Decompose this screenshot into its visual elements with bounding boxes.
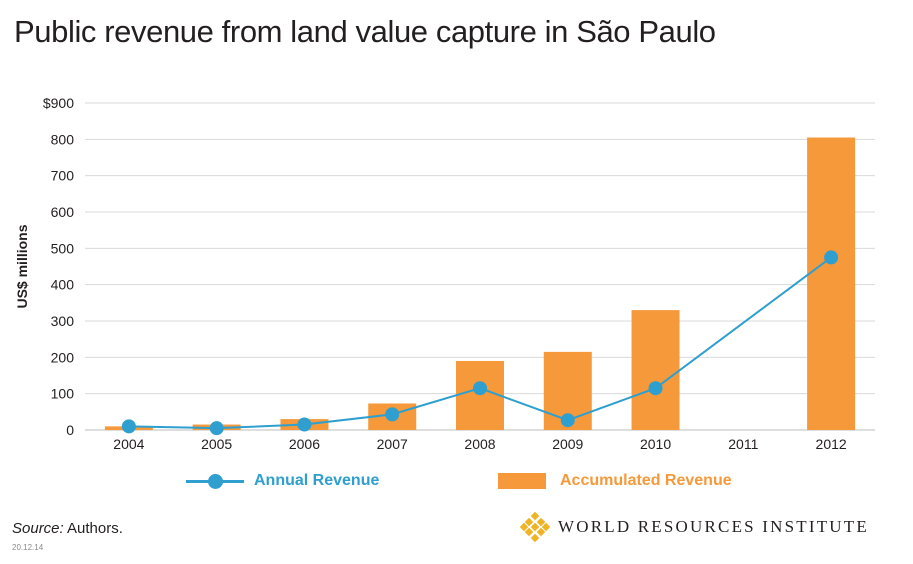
chart-title: Public revenue from land value capture i… [14,14,716,49]
x-tick-label: 2004 [113,436,144,452]
y-tick-label: 300 [51,313,75,329]
x-tick-label: 2005 [201,436,232,452]
legend-annual-label: Annual Revenue [254,472,380,489]
point-annual-2006 [297,417,312,432]
y-tick-label: $900 [43,95,74,111]
x-tick-label: 2008 [464,436,495,452]
source-note: Source: Authors. [12,520,123,537]
legend-annual: Annual Revenue [186,472,379,490]
point-annual-2009 [560,413,575,428]
y-axis-label: US$ millions [14,224,30,308]
date-stamp: 20.12.14 [12,543,44,552]
line-annual-revenue [128,256,832,430]
source-text: Authors. [63,520,123,537]
legend-accumulated: Accumulated Revenue [498,472,732,490]
y-tick-label: 100 [51,386,75,402]
x-tick-label: 2009 [552,436,583,452]
legend-dot-swatch [208,473,223,489]
bar-accumulated-2012 [807,137,856,430]
point-annual-2005 [209,421,224,436]
y-tick-label: 600 [51,204,75,220]
legend-accumulated-label: Accumulated Revenue [560,472,732,489]
y-tick-label: 200 [51,349,75,365]
wri-logo-text: WORLD RESOURCES INSTITUTE [558,517,869,536]
point-annual-2008 [473,381,487,396]
wri-logo-icon [520,512,550,542]
y-tick-label: 700 [51,168,75,184]
point-annual-2007 [385,407,400,422]
legend-line-swatch [186,473,244,489]
chart-plot: 0 100 200 300 400 500 600 700 800 $900 US$ million… [14,95,875,452]
legend-bar-swatch [498,473,546,489]
x-tick-label: 2006 [289,436,320,452]
point-annual-2010 [648,381,663,396]
bar-accumulated-2010 [631,310,680,430]
point-annual-2004 [121,419,136,434]
y-tick-label: 800 [51,131,75,147]
y-tick-label: 0 [66,422,74,438]
y-tick-label: 500 [51,240,75,256]
x-tick-label: 2011 [728,436,758,452]
x-tick-label: 2010 [640,436,671,452]
x-tick-label: 2007 [377,436,408,452]
source-label: Source: [12,520,64,537]
x-tick-label: 2012 [816,436,847,452]
wri-logo: WORLD RESOURCES INSTITUTE [520,512,869,542]
point-annual-2012 [824,250,839,265]
y-tick-label: 400 [51,277,75,293]
bar-accumulated-2008 [456,360,504,430]
